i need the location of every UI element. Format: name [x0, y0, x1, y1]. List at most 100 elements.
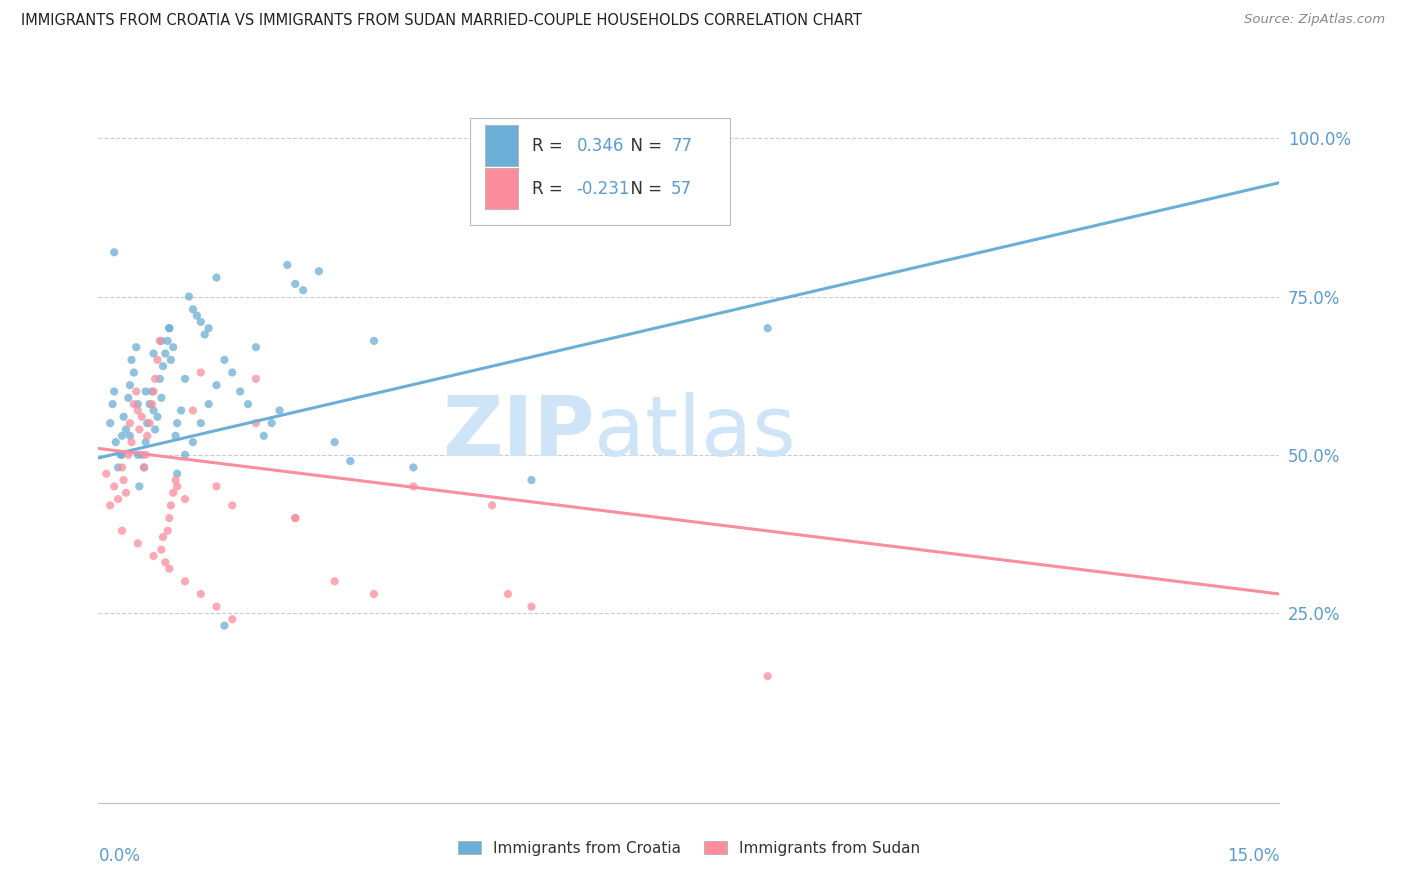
Point — [101, 397, 124, 411]
Text: 15.0%: 15.0% — [1227, 847, 1279, 865]
Point — [190, 416, 212, 430]
Point — [205, 479, 228, 493]
Point — [181, 403, 204, 417]
Point — [107, 491, 129, 506]
Point — [170, 403, 193, 417]
Point — [150, 542, 173, 557]
Point — [157, 321, 180, 335]
Text: Source: ZipAtlas.com: Source: ZipAtlas.com — [1244, 13, 1385, 27]
Point — [363, 334, 385, 348]
Point — [402, 479, 425, 493]
Text: 0.0%: 0.0% — [98, 847, 141, 865]
Point — [162, 340, 184, 354]
Point — [155, 346, 177, 360]
Point — [165, 429, 187, 443]
Text: N =: N = — [620, 136, 668, 154]
Point — [181, 302, 204, 317]
Point — [339, 454, 361, 468]
Point — [127, 448, 149, 462]
Point — [142, 403, 165, 417]
Point — [135, 448, 157, 462]
Point — [128, 422, 150, 436]
Point — [118, 378, 141, 392]
Point — [125, 384, 148, 399]
Point — [174, 372, 197, 386]
Point — [115, 485, 138, 500]
Point — [128, 479, 150, 493]
Point — [363, 587, 385, 601]
Point — [174, 448, 197, 462]
Point — [143, 422, 166, 436]
Point — [496, 587, 519, 601]
Point — [190, 587, 212, 601]
Point — [112, 473, 135, 487]
Point — [186, 309, 208, 323]
Point — [103, 479, 125, 493]
Point — [221, 612, 243, 626]
Point — [127, 403, 149, 417]
Point — [197, 321, 219, 335]
Point — [323, 574, 346, 589]
Point — [236, 397, 259, 411]
Point — [146, 352, 169, 367]
Point — [127, 536, 149, 550]
Point — [111, 429, 134, 443]
Point — [127, 397, 149, 411]
Point — [174, 491, 197, 506]
Point — [143, 372, 166, 386]
Point — [117, 448, 139, 462]
Text: atlas: atlas — [595, 392, 796, 473]
Point — [96, 467, 118, 481]
Point — [269, 403, 291, 417]
Point — [149, 334, 172, 348]
Point — [221, 366, 243, 380]
Point — [205, 270, 228, 285]
Point — [177, 289, 200, 303]
Point — [111, 524, 134, 538]
Point — [136, 416, 159, 430]
Point — [166, 416, 188, 430]
Point — [157, 321, 180, 335]
Point — [138, 416, 160, 430]
Point — [141, 384, 163, 399]
Text: 57: 57 — [671, 179, 692, 198]
Point — [205, 599, 228, 614]
Point — [118, 416, 141, 430]
Point — [190, 315, 212, 329]
Point — [260, 416, 283, 430]
Point — [181, 435, 204, 450]
Point — [136, 429, 159, 443]
Point — [214, 618, 236, 632]
Point — [162, 485, 184, 500]
Point — [166, 467, 188, 481]
Point — [323, 435, 346, 450]
Point — [197, 397, 219, 411]
Point — [214, 352, 236, 367]
Point — [135, 384, 157, 399]
Point — [245, 416, 267, 430]
Point — [284, 277, 307, 291]
Point — [157, 511, 180, 525]
Point — [122, 397, 145, 411]
Point — [132, 460, 155, 475]
FancyBboxPatch shape — [471, 118, 730, 226]
Point — [156, 334, 179, 348]
Point — [166, 479, 188, 493]
Point — [112, 409, 135, 424]
Point — [138, 397, 160, 411]
Point — [284, 511, 307, 525]
Text: IMMIGRANTS FROM CROATIA VS IMMIGRANTS FROM SUDAN MARRIED-COUPLE HOUSEHOLDS CORRE: IMMIGRANTS FROM CROATIA VS IMMIGRANTS FR… — [21, 13, 862, 29]
Point — [142, 549, 165, 563]
Point — [160, 499, 183, 513]
Point — [245, 340, 267, 354]
FancyBboxPatch shape — [485, 169, 517, 209]
Point — [118, 429, 141, 443]
Point — [229, 384, 252, 399]
Point — [135, 435, 157, 450]
Point — [150, 391, 173, 405]
Text: ZIP: ZIP — [441, 392, 595, 473]
Point — [520, 473, 543, 487]
Point — [131, 448, 153, 462]
Point — [121, 352, 143, 367]
Point — [253, 429, 276, 443]
